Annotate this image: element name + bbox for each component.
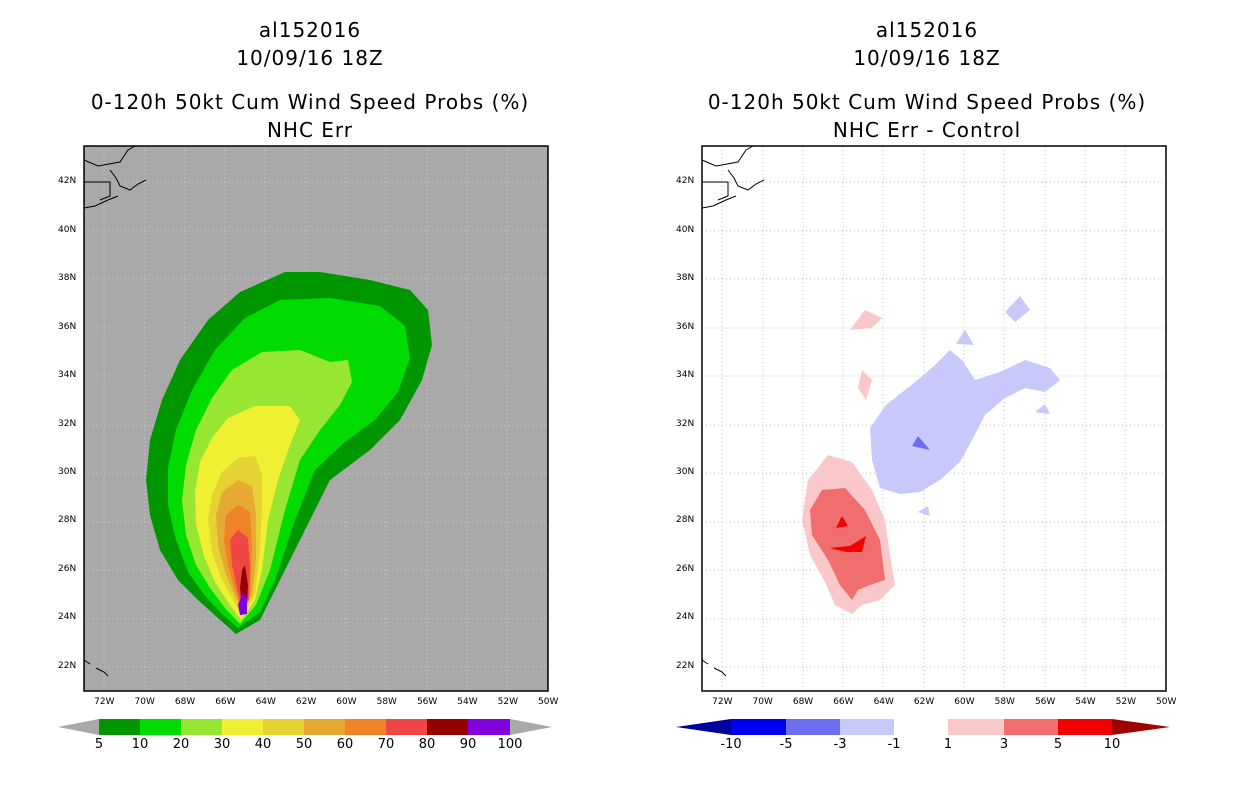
- left-y-tick-label: 24N: [58, 612, 77, 623]
- right-colorbar-label: -5: [779, 737, 793, 752]
- right-x-tick-label: 50W: [1156, 697, 1177, 707]
- right-y-tick-label: 30N: [676, 467, 695, 477]
- right-y-tick-label: 42N: [676, 176, 695, 187]
- right-title-storm: al152016: [875, 18, 979, 42]
- left-colorbar-label: 30: [213, 737, 231, 752]
- right-x-tick-label: 62W: [913, 697, 935, 707]
- right-y-tick-label: 26N: [676, 563, 695, 574]
- right-x-tick-label: 68W: [792, 697, 814, 707]
- right-y-tick-label: 32N: [676, 418, 695, 429]
- left-colorbar-label: 10: [131, 737, 149, 752]
- left-coastline: [83, 145, 147, 677]
- left-title-date: 10/09/16 18Z: [236, 46, 384, 70]
- right-x-tick-label: 58W: [994, 697, 1015, 707]
- right-colorbar-label: 1: [943, 737, 953, 752]
- right-x-tick-label: 56W: [1034, 697, 1056, 707]
- left-y-tick-label: 42N: [58, 176, 77, 187]
- right-colorbar-label: 5: [1053, 737, 1063, 752]
- left-colorbar-label: 60: [336, 737, 354, 752]
- left-x-tick-label: 50W: [538, 697, 559, 707]
- left-x-tick-label: 64W: [255, 697, 276, 707]
- left-y-tick-label: 38N: [58, 273, 77, 284]
- left-map-border: [83, 145, 549, 692]
- right-colorbar-label: 3: [999, 737, 1009, 752]
- right-y-tick-label: 24N: [676, 612, 695, 623]
- right-colorbar-label: -10: [720, 737, 742, 752]
- left-colorbar-label: 40: [254, 737, 272, 752]
- left-x-tick-label: 52W: [497, 697, 518, 707]
- left-x-tick-label: 54W: [457, 697, 478, 707]
- left-title-storm: al152016: [258, 18, 362, 42]
- left-colorbar-label: 50: [295, 737, 313, 752]
- left-x-tick-label: 68W: [174, 697, 196, 707]
- left-y-tick-label: 28N: [58, 515, 77, 526]
- left-y-tick-label: 34N: [58, 370, 77, 381]
- right-y-tick-label: 40N: [676, 224, 695, 235]
- left-x-tick-label: 56W: [416, 697, 438, 707]
- left-y-tick-label: 26N: [58, 563, 77, 574]
- right-y-tick-label: 38N: [676, 273, 695, 284]
- right-x-tick-label: 64W: [873, 697, 894, 707]
- right-colorbar-label: -3: [833, 737, 847, 752]
- right-x-tick-label: 60W: [954, 697, 975, 707]
- left-y-tick-label: 40N: [58, 224, 77, 235]
- right-y-tick-label: 34N: [676, 370, 695, 381]
- right-x-tick-label: 66W: [833, 697, 854, 707]
- left-colorbar-label: 100: [497, 737, 523, 752]
- right-y-tick-label: 36N: [676, 321, 695, 332]
- right-x-tick-label: 52W: [1115, 697, 1136, 707]
- left-x-tick-label: 70W: [134, 697, 155, 707]
- left-colorbar-label: 70: [377, 737, 395, 752]
- left-x-tick-label: 60W: [336, 697, 357, 707]
- left-x-tick-label: 62W: [295, 697, 317, 707]
- left-colorbar-label: 20: [172, 737, 190, 752]
- left-x-tick-label: 72W: [94, 697, 115, 707]
- left-colorbar-label: 90: [459, 737, 477, 752]
- right-title-sub: NHC Err - Control: [832, 118, 1022, 142]
- left-y-tick-label: 32N: [58, 418, 77, 429]
- left-y-tick-label: 22N: [58, 660, 77, 671]
- right-x-tick-label: 54W: [1075, 697, 1096, 707]
- left-title-sub: NHC Err: [266, 118, 354, 142]
- right-colorbar-label: -1: [887, 737, 901, 752]
- left-x-tick-label: 66W: [215, 697, 236, 707]
- left-colorbar-label: 80: [418, 737, 436, 752]
- right-colorbar-label: 10: [1103, 737, 1121, 752]
- right-title-date: 10/09/16 18Z: [853, 46, 1001, 70]
- left-title-product: 0-120h 50kt Cum Wind Speed Probs (%): [90, 90, 530, 114]
- right-title-product: 0-120h 50kt Cum Wind Speed Probs (%): [707, 90, 1147, 114]
- left-x-tick-label: 58W: [376, 697, 397, 707]
- left-colorbar-label: 5: [94, 737, 104, 752]
- right-y-tick-label: 28N: [676, 515, 695, 526]
- right-x-tick-label: 70W: [752, 697, 773, 707]
- left-y-tick-label: 30N: [58, 467, 77, 477]
- prob-contour-90: [238, 592, 247, 615]
- right-y-tick-label: 22N: [676, 660, 695, 671]
- right-x-tick-label: 72W: [712, 697, 733, 707]
- left-y-tick-label: 36N: [58, 321, 77, 332]
